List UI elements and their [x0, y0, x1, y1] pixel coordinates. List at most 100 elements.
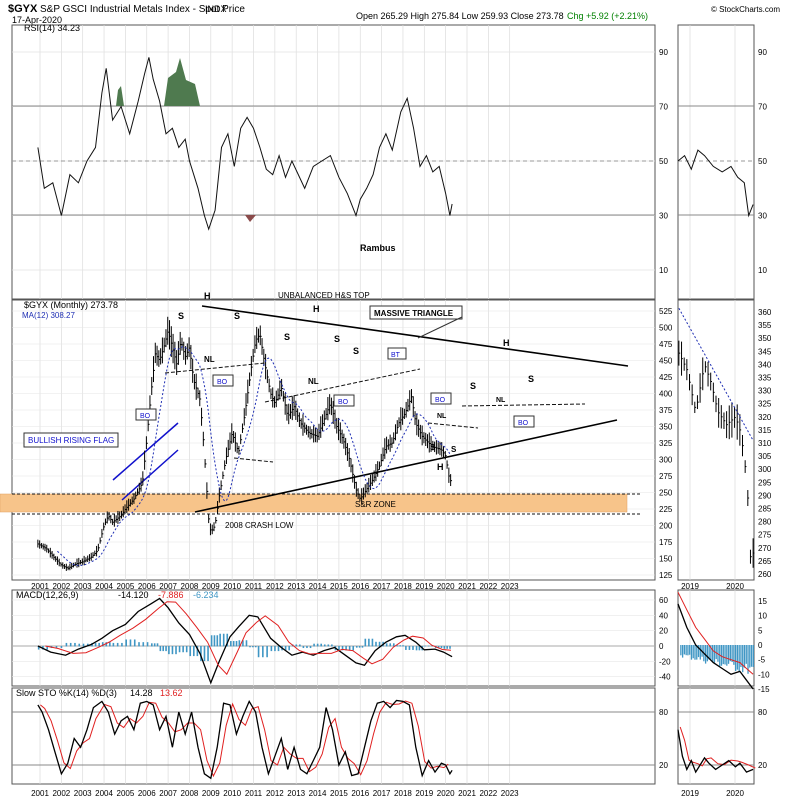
- macd-right-tick-label: 5: [758, 626, 763, 635]
- macd-panel-right: [677, 589, 755, 687]
- price-tick-label: 350: [659, 423, 673, 432]
- chart-symbol[interactable]: $GYX: [8, 3, 38, 15]
- macd-hist-bar: [418, 646, 421, 651]
- macd-hist-bar: [257, 646, 260, 658]
- bo-box-1: BO: [212, 374, 234, 387]
- macd-line-right: [677, 603, 754, 690]
- macd-hist-bar: [162, 646, 165, 652]
- macd-hist-bar: [358, 646, 361, 648]
- x-tick-label: 2017: [373, 582, 391, 591]
- chart-date: 17-Apr-2020: [12, 15, 62, 25]
- bo-label-2: BO: [140, 413, 151, 420]
- price-tick-label: 175: [659, 538, 673, 547]
- macd-hist-bar: [94, 642, 97, 647]
- price-right-tick-label: 275: [758, 531, 772, 540]
- x-tick-label: 2008: [181, 582, 199, 591]
- x-tick-label: 2017: [373, 789, 391, 798]
- ohlc-readout: Open 265.29 High 275.84 Low 259.93 Close…: [356, 11, 564, 21]
- price-right-tick-label: 270: [758, 544, 772, 553]
- grid-lines: [12, 25, 736, 784]
- price-tick-label: 525: [659, 307, 673, 316]
- macd-histogram-right: [680, 645, 754, 674]
- x-tick-label: 2022: [479, 789, 497, 798]
- x-tick-label: 2003: [74, 582, 92, 591]
- macd-right-tick-label: 15: [758, 597, 767, 606]
- macd-right-tick-label: 10: [758, 612, 767, 621]
- massive-triangle-label: MASSIVE TRIANGLE: [374, 309, 454, 318]
- macd-hist-bar: [696, 645, 698, 660]
- macd-hist-bar: [738, 645, 740, 672]
- macd-hist-bar: [146, 642, 149, 647]
- price-tick-label: 375: [659, 406, 673, 415]
- rsi-tick-label: 90: [659, 48, 668, 57]
- x-tick-label: 2002: [52, 582, 70, 591]
- rsi-tick-label: 70: [758, 103, 767, 112]
- x-tick-label: 2004: [95, 582, 113, 591]
- macd-hist-bar: [385, 643, 388, 647]
- macd-hist-bar: [138, 642, 140, 647]
- s-label-1: S: [178, 311, 184, 321]
- rsi-line-right: [677, 149, 754, 218]
- price-bars-right: [678, 340, 755, 568]
- macd-hist-bar: [168, 646, 170, 655]
- x-tick-label: 2006: [138, 582, 156, 591]
- macd-hist-bar: [399, 645, 401, 647]
- flag-lower: [121, 449, 179, 501]
- macd-tick-label: -20: [659, 657, 671, 666]
- macd-hist-bar: [159, 646, 162, 652]
- sto-panel: Slow STO %K(14) %D(3) 14.28 13.62 80 80 20…: [12, 688, 767, 780]
- price-tick-label: 500: [659, 324, 673, 333]
- macd-hist-bar: [361, 646, 364, 648]
- crash-support: [233, 457, 274, 463]
- macd-hist-bar: [449, 646, 451, 649]
- sto-axis: 80 80 20 20: [659, 708, 767, 770]
- bo-label-1: BO: [217, 379, 228, 386]
- h-label-1: H: [204, 291, 211, 301]
- neckline-1: [164, 362, 266, 374]
- macd-hist-bar: [331, 644, 333, 647]
- x-tick-label: 2019: [681, 582, 699, 591]
- x-tick-label: 2022: [479, 582, 497, 591]
- chart-title: S&P GSCI Industrial Metals Index - Spot …: [40, 4, 245, 15]
- rsi-tick-label: 30: [659, 212, 668, 221]
- macd-hist-bar: [375, 641, 377, 647]
- rsi-overbought-fill-1: [116, 86, 124, 106]
- price-tick-label: 300: [659, 456, 673, 465]
- price-bars: [37, 316, 453, 571]
- nl-label-1: NL: [204, 355, 215, 364]
- flag-upper: [112, 422, 179, 481]
- x-tick-label: 2023: [501, 582, 519, 591]
- macd-tick-label: -40: [659, 673, 671, 682]
- macd-hist-bar: [352, 646, 355, 651]
- macd-hist-bar: [713, 645, 716, 663]
- x-tick-label: 2007: [159, 582, 177, 591]
- neckline-4: [461, 403, 586, 407]
- bo-box-5: BO: [513, 415, 535, 428]
- macd-hist-bar: [745, 645, 747, 664]
- macd-hist-bar: [60, 646, 63, 649]
- ma-label: MA(12) 308.27: [22, 311, 75, 320]
- macd-hist-bar: [254, 646, 257, 648]
- macd-hist-bar: [699, 645, 701, 660]
- macd-hist-bar: [392, 643, 395, 647]
- macd-hist-bar: [427, 645, 430, 647]
- bo-label-3: BO: [338, 399, 349, 406]
- price-right-tick-label: 325: [758, 400, 772, 409]
- macd-hist-bar: [277, 646, 280, 652]
- bt-box: BT: [387, 347, 407, 360]
- macd-hist-bar: [230, 641, 232, 647]
- sr-zone-label: S&R ZONE: [355, 500, 396, 509]
- macd-hist-bar: [749, 645, 751, 668]
- macd-hist-bar: [710, 645, 712, 660]
- neckline-2: [264, 368, 421, 403]
- sto-d-value: 13.62: [160, 688, 183, 698]
- x-tick-label: 2016: [351, 789, 369, 798]
- x-axis-main: 2001 2002 2003 2004 2005 2006 2007 2008 2009 2010…: [31, 582, 744, 591]
- macd-hist-bar: [189, 646, 192, 657]
- bo-box-4: BO: [430, 392, 452, 405]
- x-tick-label: 2019: [415, 789, 433, 798]
- macd-hist-bar: [178, 646, 181, 653]
- macd-hist-bar: [697, 645, 700, 658]
- sto-label: Slow STO %K(14) %D(3): [16, 688, 117, 698]
